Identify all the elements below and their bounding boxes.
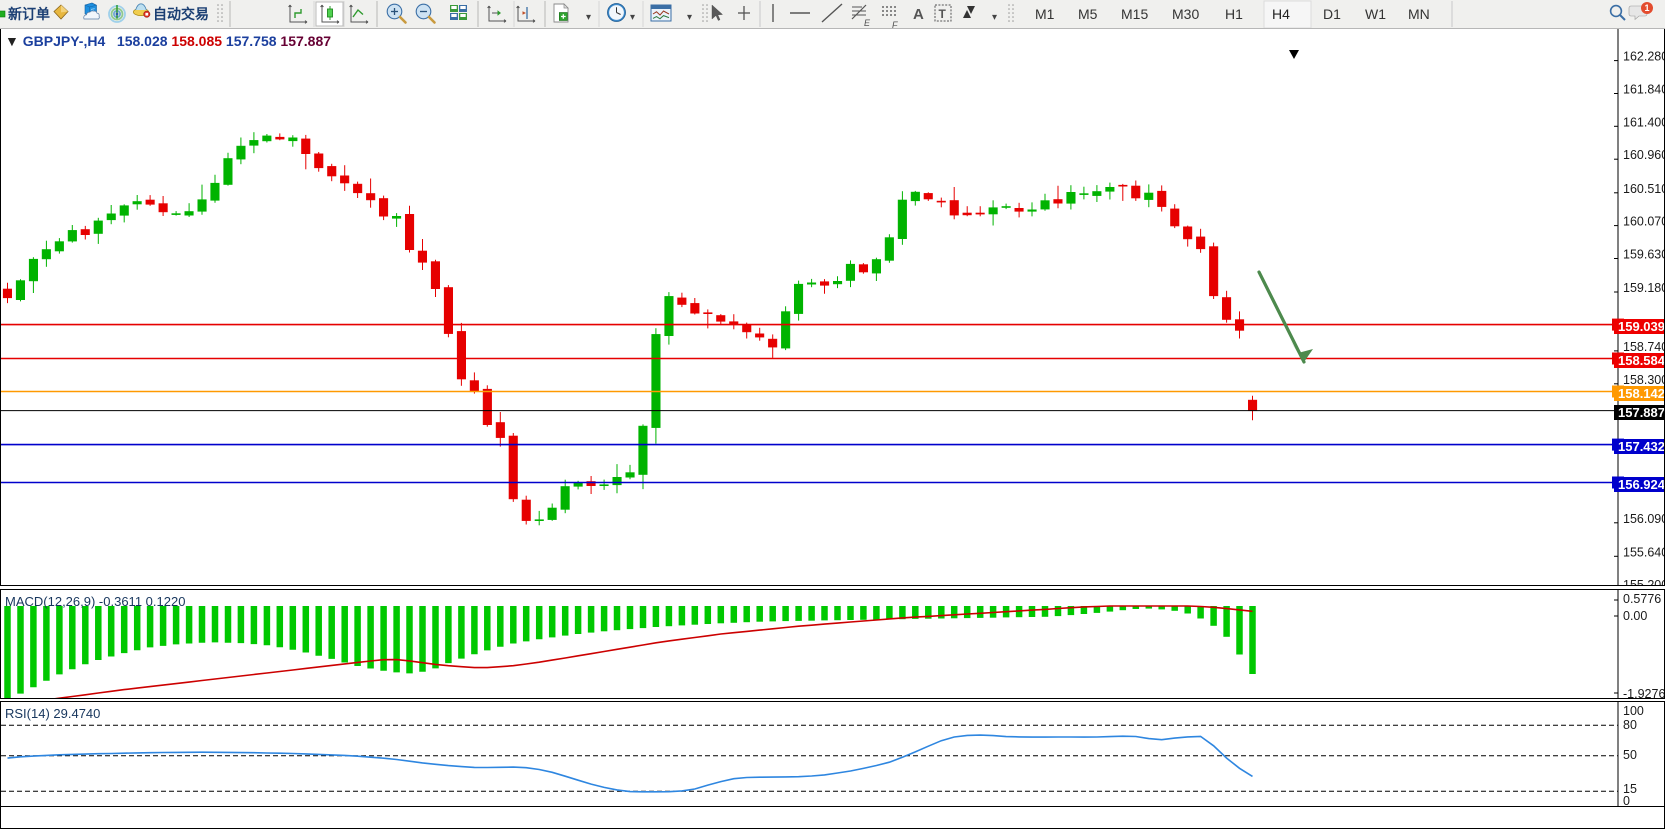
svg-text:▾: ▾ bbox=[630, 12, 635, 23]
svg-text:160.070: 160.070 bbox=[1623, 215, 1665, 229]
svg-text:▾: ▾ bbox=[992, 12, 997, 23]
svg-text:E: E bbox=[864, 18, 871, 28]
svg-text:160.960: 160.960 bbox=[1623, 148, 1665, 162]
svg-text:162.280: 162.280 bbox=[1623, 50, 1665, 64]
svg-text:M1: M1 bbox=[1035, 6, 1055, 22]
svg-text:155.200: 155.200 bbox=[1623, 578, 1665, 586]
svg-text:A: A bbox=[913, 6, 924, 23]
svg-text:159.180: 159.180 bbox=[1623, 281, 1665, 295]
svg-text:155.640: 155.640 bbox=[1623, 545, 1665, 559]
svg-text:W1: W1 bbox=[1365, 6, 1386, 22]
svg-text:F: F bbox=[892, 20, 898, 28]
svg-text:161.840: 161.840 bbox=[1623, 83, 1665, 97]
svg-text:H1: H1 bbox=[1225, 6, 1243, 22]
svg-text:161.400: 161.400 bbox=[1623, 115, 1665, 129]
svg-text:H4: H4 bbox=[1272, 6, 1290, 22]
svg-text:M15: M15 bbox=[1121, 6, 1148, 22]
svg-text:M5: M5 bbox=[1078, 6, 1098, 22]
svg-text:▾: ▾ bbox=[586, 12, 591, 23]
svg-text:MN: MN bbox=[1408, 6, 1430, 22]
svg-text:159.630: 159.630 bbox=[1623, 248, 1665, 262]
svg-text:新订单: 新订单 bbox=[8, 6, 50, 22]
svg-text:1: 1 bbox=[1644, 3, 1649, 13]
svg-text:T: T bbox=[939, 7, 947, 21]
svg-text:156.090: 156.090 bbox=[1623, 512, 1665, 526]
svg-text:自动交易: 自动交易 bbox=[153, 6, 209, 22]
svg-text:▾: ▾ bbox=[687, 12, 692, 23]
svg-text:M30: M30 bbox=[1172, 6, 1199, 22]
svg-text:160.510: 160.510 bbox=[1623, 182, 1665, 196]
svg-text:D1: D1 bbox=[1323, 6, 1341, 22]
